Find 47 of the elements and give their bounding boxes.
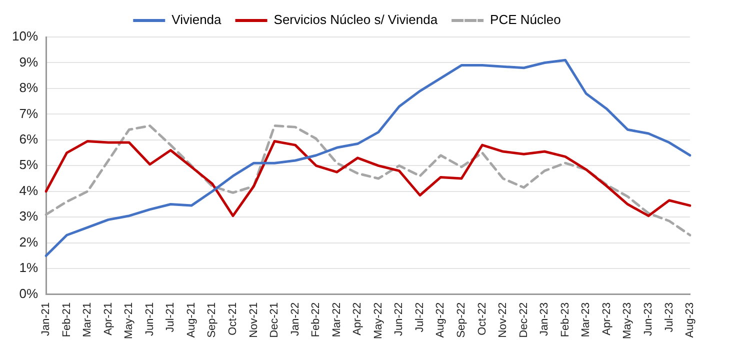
x-tick-label: Feb-22	[310, 302, 322, 338]
x-tick-label: Dec-21	[268, 302, 281, 338]
x-tick-label: Aug-23	[684, 302, 696, 338]
y-tick-label: 5%	[19, 157, 38, 172]
legend-label: Vivienda	[172, 12, 222, 28]
x-tick-label: Aug-22	[434, 302, 447, 338]
x-tick-label: Jan-22	[289, 302, 302, 336]
x-tick-label: Jan-23	[538, 302, 551, 336]
x-tick-label: Feb-23	[559, 302, 572, 338]
x-tick-label: Jun-22	[393, 302, 406, 336]
x-tick-label: May-22	[372, 302, 384, 340]
x-tick-label: Feb-21	[60, 302, 73, 338]
x-tick-label: Nov-22	[497, 302, 510, 338]
x-tick-label: Mar-23	[580, 302, 592, 338]
y-tick-label: 10%	[12, 28, 38, 44]
y-tick-label: 7%	[19, 106, 38, 121]
x-tick-label: May-23	[622, 302, 634, 340]
x-tick-label: Oct-21	[227, 302, 240, 336]
y-tick-label: 0%	[19, 286, 38, 301]
y-tick-label: 3%	[19, 208, 38, 224]
y-tick-label: 9%	[19, 54, 38, 70]
x-tick-label: Jun-21	[144, 302, 156, 336]
x-tick-label: Jan-21	[40, 302, 52, 336]
x-tick-label: Jul-23	[663, 302, 676, 332]
x-tick-label: Mar-22	[330, 302, 343, 338]
x-tick-label: Jul-22	[414, 302, 426, 332]
x-tick-label: Apr-23	[600, 302, 613, 336]
legend-label: Servicios Núcleo s/ Vivienda	[274, 12, 438, 28]
x-tick-label: Apr-21	[102, 302, 114, 336]
line-series	[44, 124, 692, 236]
x-tick-label: Nov-21	[248, 302, 260, 338]
y-tick-label: 6%	[19, 132, 38, 147]
x-tick-label: Apr-22	[352, 302, 364, 336]
x-tick-label: Sep-21	[206, 302, 218, 338]
x-tick-label: Oct-22	[476, 302, 488, 336]
x-tick-label: Jun-23	[642, 302, 654, 336]
y-tick-label: 1%	[19, 260, 38, 276]
x-tick-label: May-21	[123, 302, 136, 340]
x-tick-label: Jul-21	[164, 302, 177, 332]
y-tick-label: 2%	[19, 234, 38, 250]
x-tick-label: Aug-21	[185, 302, 198, 338]
x-tick-label: Dec-22	[518, 302, 530, 338]
y-tick-label: 4%	[19, 182, 38, 198]
x-tick-label: Sep-22	[456, 302, 468, 338]
x-tick-label: Mar-21	[82, 302, 94, 338]
legend-label: PCE Núcleo	[490, 12, 561, 28]
y-tick-label: 8%	[19, 80, 38, 96]
